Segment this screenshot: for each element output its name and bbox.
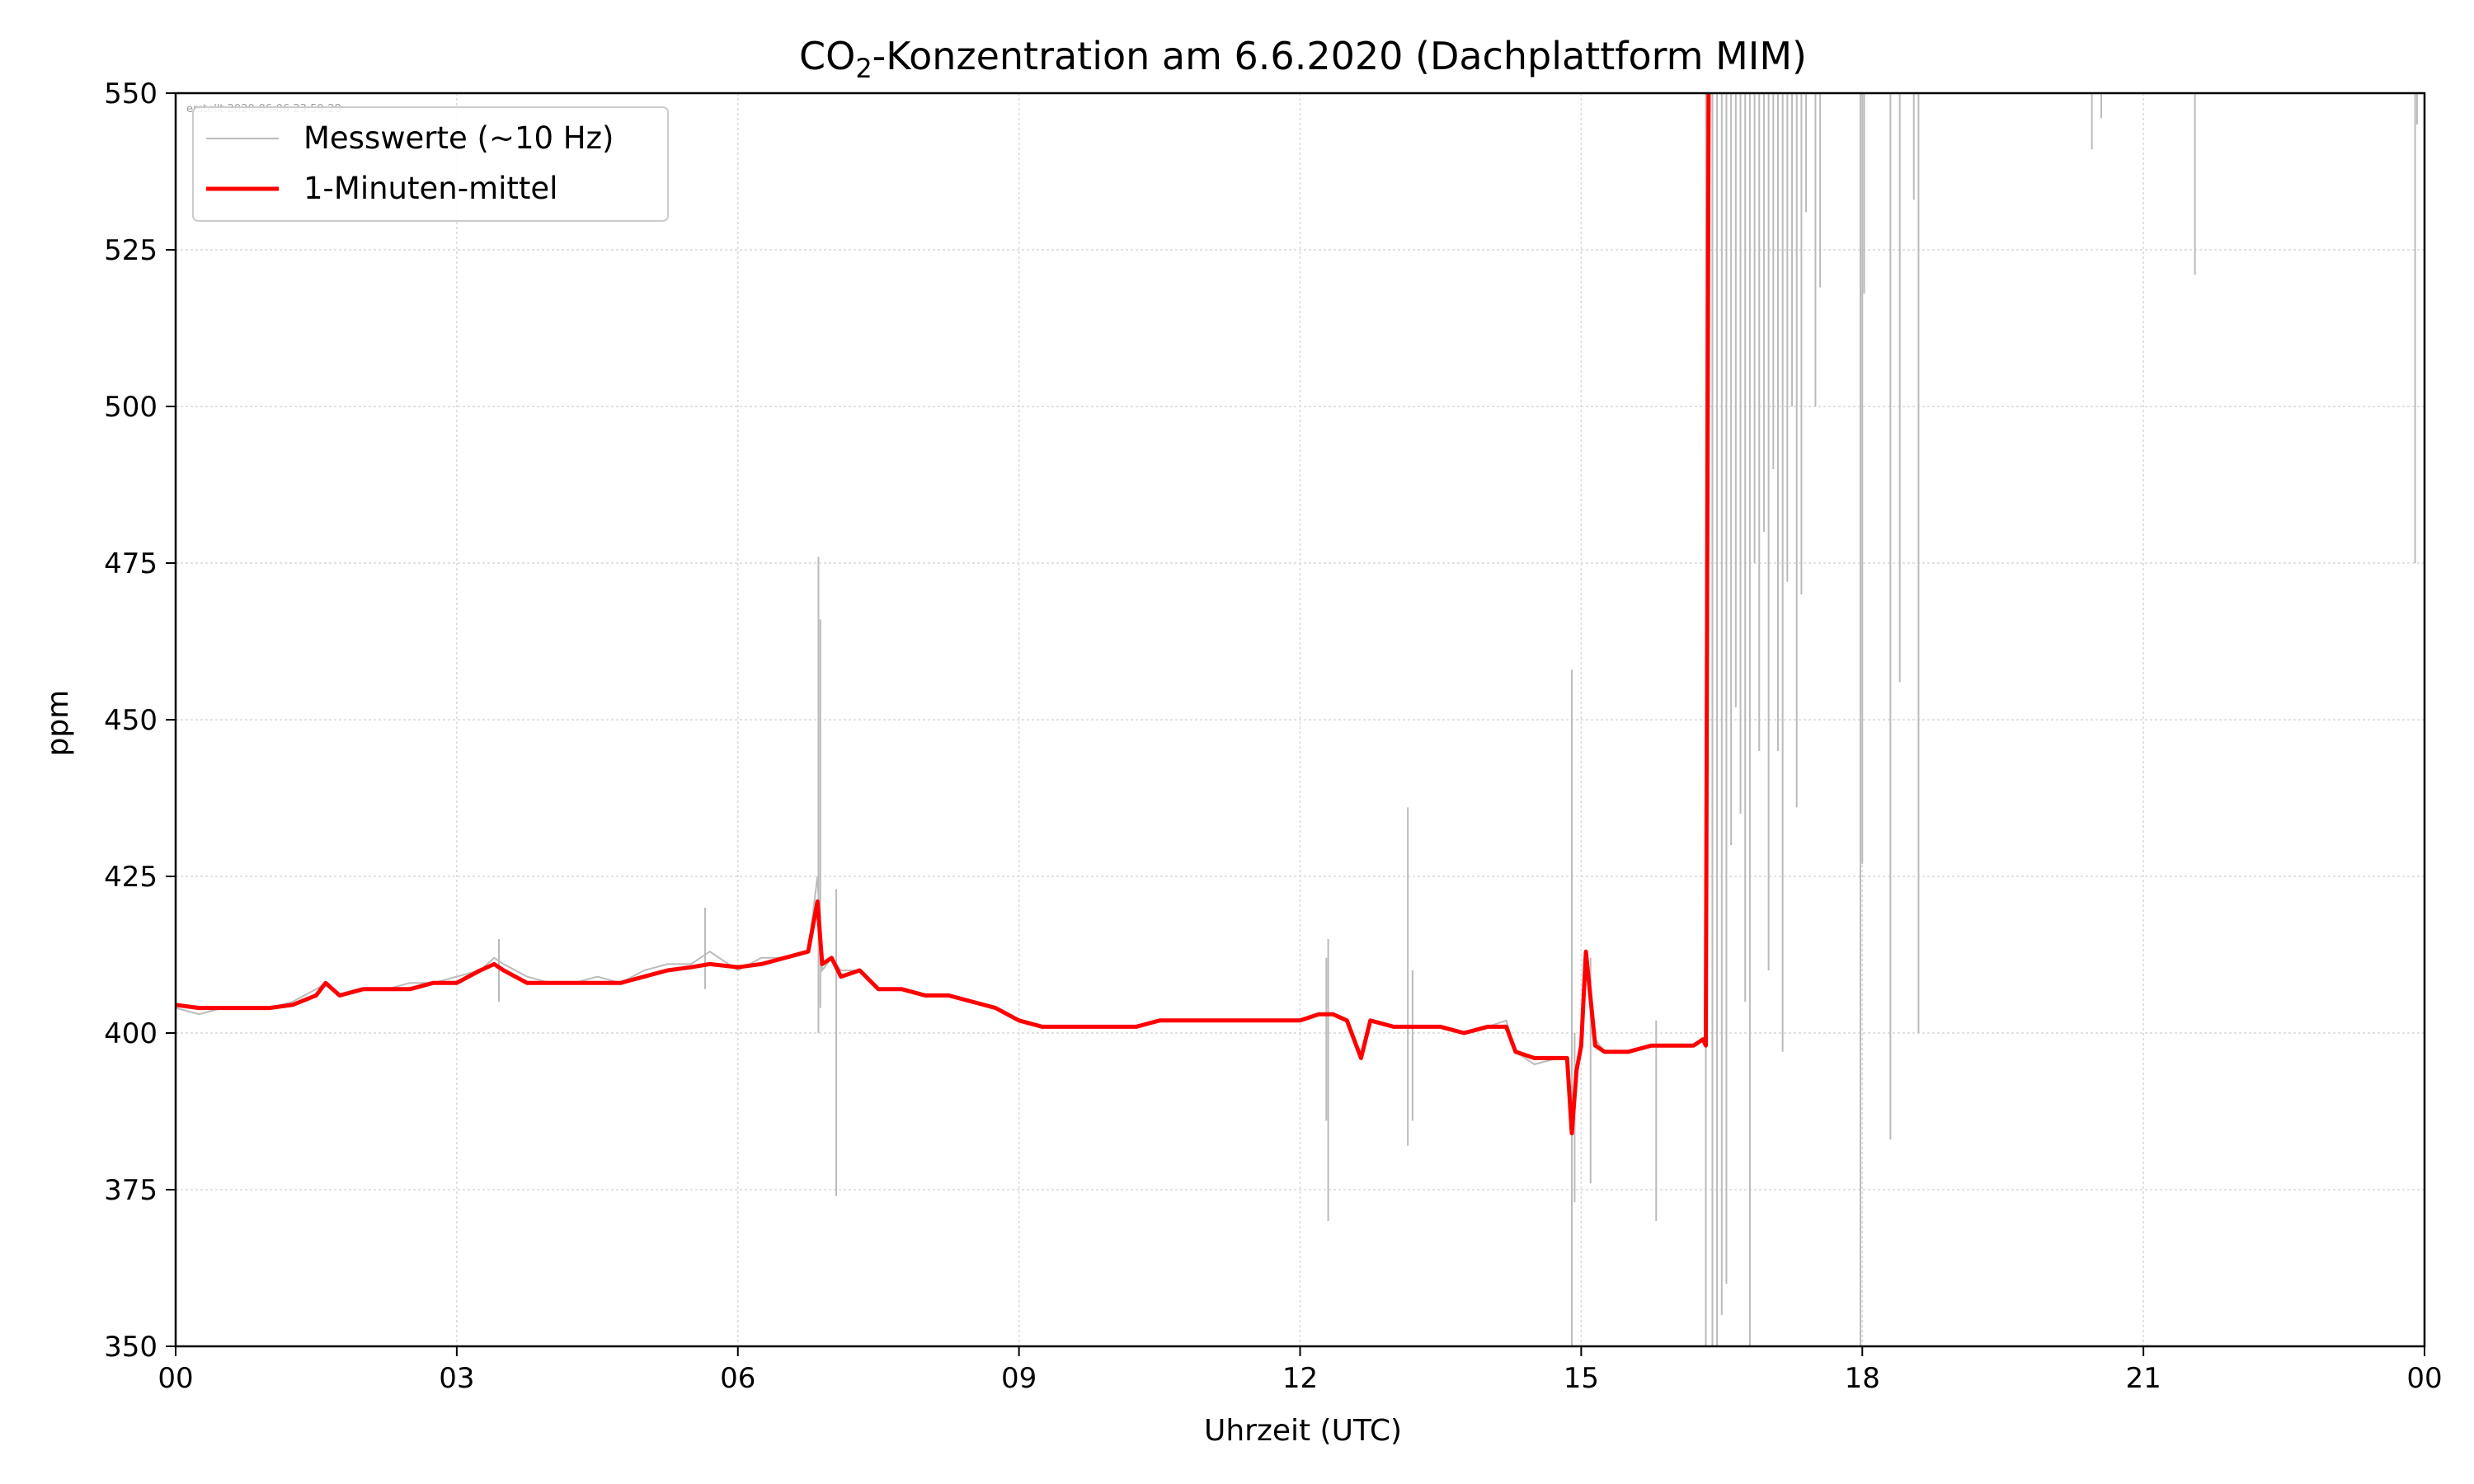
y-tick-label: 425: [104, 861, 158, 894]
y-tick-label: 525: [104, 234, 158, 267]
legend-label-raw: Messwerte (~10 Hz): [303, 120, 614, 156]
x-tick-label: 15: [1564, 1362, 1599, 1395]
series-mean-line: [176, 93, 1711, 1136]
x-tick-label: 03: [439, 1362, 474, 1395]
plot-series-group: [176, 93, 2418, 1346]
y-axis-label: ppm: [41, 690, 75, 757]
x-tick-label: 09: [1001, 1362, 1037, 1395]
y-tick-label: 375: [104, 1174, 158, 1207]
legend-box: [192, 106, 669, 222]
x-tick-label: 21: [2125, 1362, 2161, 1395]
x-tick-label: 00: [158, 1362, 193, 1395]
x-tick-label: 06: [720, 1362, 755, 1395]
plot-area: 00 03 06 09 12 15 18 21 003503754004254504755005…: [104, 77, 2443, 1395]
y-tick-label: 400: [104, 1017, 158, 1050]
y-tick-label: 350: [104, 1331, 158, 1364]
y-tick-label: 475: [104, 547, 158, 580]
x-tick-label: 00: [2406, 1362, 2442, 1395]
y-tick-label: 500: [104, 391, 158, 424]
y-tick-label: 550: [104, 77, 158, 110]
legend: Messwerte (~10 Hz) 1-Minuten-mittel: [192, 106, 669, 222]
x-axis-label: Uhrzeit (UTC): [1204, 1414, 1402, 1448]
x-tick-label: 18: [1845, 1362, 1880, 1395]
legend-label-mean: 1-Minuten-mittel: [303, 171, 557, 206]
chart-title-subscript: 2: [855, 53, 872, 84]
chart-title: CO2-Konzentration am 6.6.2020 (Dachplatt…: [799, 34, 1807, 84]
y-tick-label: 450: [104, 704, 158, 737]
x-tick-label: 12: [1282, 1362, 1318, 1395]
